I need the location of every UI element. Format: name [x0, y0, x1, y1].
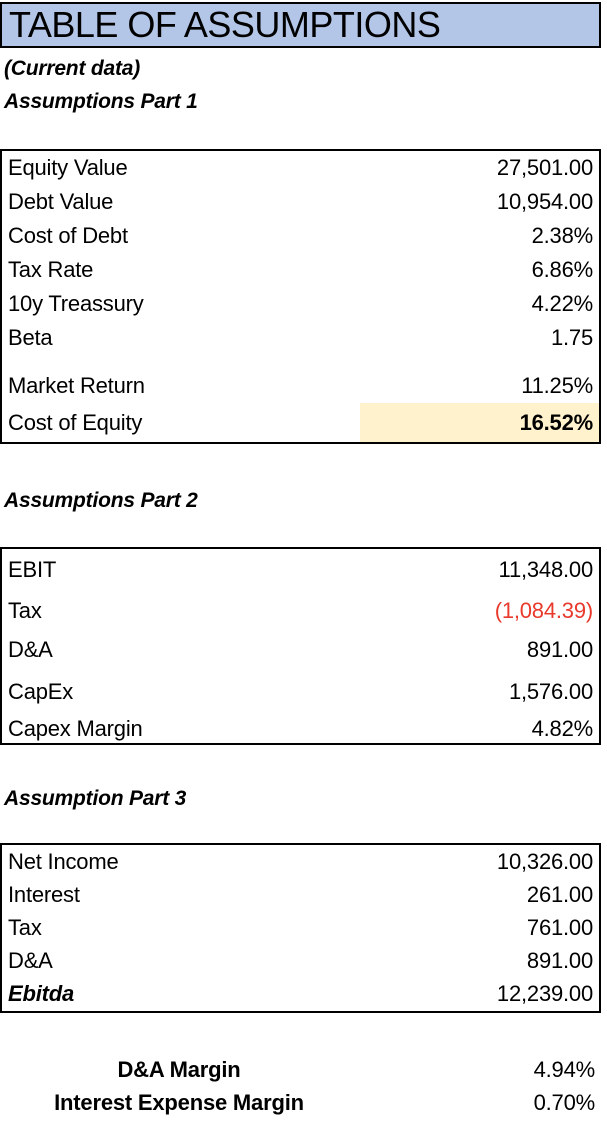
table-row: Tax (1,084.39)	[2, 591, 599, 631]
section-3-heading: Assumption Part 3	[4, 787, 187, 810]
row-value-cell[interactable]: 761.00	[526, 914, 593, 940]
assumptions-table-3: Net Income 10,326.00 Interest 261.00 Tax 761.…	[0, 843, 601, 1013]
table-row: Equity Value 27,501.00	[2, 151, 599, 185]
row-value-cell[interactable]: 1.75	[550, 325, 593, 350]
table-row: EBIT 11,348.00	[2, 549, 599, 591]
row-label-cell[interactable]: CapEx	[8, 678, 74, 704]
table-row: D&A 891.00	[2, 944, 599, 977]
row-label-cell[interactable]: Capex Margin	[8, 715, 143, 741]
row-label-cell[interactable]: Debt Value	[8, 189, 114, 214]
row-value-cell[interactable]: 10,954.00	[496, 189, 593, 214]
row-value-cell[interactable]: 12,239.00	[496, 981, 593, 1006]
row-label-cell[interactable]: Equity Value	[8, 155, 128, 180]
table-row: CapEx 1,576.00	[2, 669, 599, 714]
row-value-cell[interactable]: 11,348.00	[498, 557, 594, 582]
row-label-cell[interactable]: Interest	[8, 881, 80, 907]
margin-summary: D&A Margin 4.94% Interest Expense Margin 0.…	[0, 1053, 601, 1119]
row-label-cell[interactable]: Tax Rate	[8, 257, 94, 282]
row-value-cell[interactable]: 891.00	[526, 637, 593, 662]
row-value-cell[interactable]: 261.00	[526, 881, 593, 907]
row-value-cell[interactable]: 4.94%	[533, 1056, 596, 1082]
row-value-cell[interactable]: 10,326.00	[496, 848, 593, 874]
assumptions-table-1: Equity Value 27,501.00 Debt Value 10,954.00…	[0, 149, 601, 444]
row-value-cell[interactable]: 11.25%	[521, 373, 593, 398]
row-value-cell[interactable]: 4.82%	[531, 715, 594, 741]
table-row: Beta 1.75	[2, 321, 599, 355]
current-data-note: (Current data)	[4, 57, 141, 80]
summary-row: Interest Expense Margin 0.70%	[0, 1086, 601, 1119]
table-row: Market Return 11.25%	[2, 369, 599, 403]
row-value-cell[interactable]: 891.00	[526, 947, 593, 973]
row-value-cell[interactable]: 27,501.00	[496, 155, 593, 180]
row-value-cell[interactable]: 4.22%	[531, 291, 594, 316]
table-row: Ebitda 12,239.00	[2, 977, 599, 1011]
table-row: Tax Rate 6.86%	[2, 253, 599, 287]
sheet-title: TABLE OF ASSUMPTIONS	[9, 4, 441, 45]
row-label-cell[interactable]: Ebitda	[8, 981, 75, 1006]
section-2-heading: Assumptions Part 2	[4, 489, 198, 512]
table-row: Net Income 10,326.00	[2, 845, 599, 878]
table-row: Interest 261.00	[2, 878, 599, 911]
summary-row: D&A Margin 4.94%	[0, 1053, 601, 1086]
row-label-cell[interactable]: Cost of Equity	[8, 409, 143, 435]
table-row: Capex Margin 4.82%	[2, 714, 599, 743]
row-value-cell[interactable]: 16.52%	[360, 403, 599, 442]
row-label-cell[interactable]: Cost of Debt	[8, 223, 128, 248]
table-row: 10y Treassury 4.22%	[2, 287, 599, 321]
row-value-cell[interactable]: 1,576.00	[508, 678, 593, 704]
row-value-cell[interactable]: 6.86%	[531, 257, 594, 282]
row-label-cell[interactable]: Market Return	[8, 373, 145, 398]
assumptions-table-2: EBIT 11,348.00 Tax (1,084.39) D&A 891.00 CapEx…	[0, 547, 601, 745]
table-row: Cost of Equity 16.52%	[2, 403, 599, 442]
row-label-cell[interactable]: D&A Margin	[117, 1056, 241, 1082]
row-label-cell[interactable]: Tax	[8, 598, 42, 623]
row-label-cell[interactable]: Net Income	[8, 848, 119, 874]
row-label-cell[interactable]: 10y Treassury	[8, 291, 144, 316]
spacer-row	[2, 355, 599, 369]
row-label-cell[interactable]: Interest Expense Margin	[54, 1089, 304, 1115]
row-label-cell[interactable]: Beta	[8, 325, 53, 350]
row-label-cell[interactable]: D&A	[8, 947, 53, 973]
section-1-heading: Assumptions Part 1	[4, 90, 198, 113]
row-label-cell[interactable]: EBIT	[8, 557, 57, 582]
table-row: Tax 761.00	[2, 911, 599, 944]
row-label-cell[interactable]: D&A	[8, 637, 53, 662]
table-row: D&A 891.00	[2, 631, 599, 669]
row-value-cell[interactable]: (1,084.39)	[494, 598, 593, 623]
sheet-title-cell[interactable]: TABLE OF ASSUMPTIONS	[0, 2, 601, 48]
row-value-cell[interactable]: 0.70%	[533, 1089, 596, 1115]
row-value-cell[interactable]: 2.38%	[531, 223, 594, 248]
table-row: Debt Value 10,954.00	[2, 185, 599, 219]
row-label-cell[interactable]: Tax	[8, 914, 42, 940]
table-row: Cost of Debt 2.38%	[2, 219, 599, 253]
